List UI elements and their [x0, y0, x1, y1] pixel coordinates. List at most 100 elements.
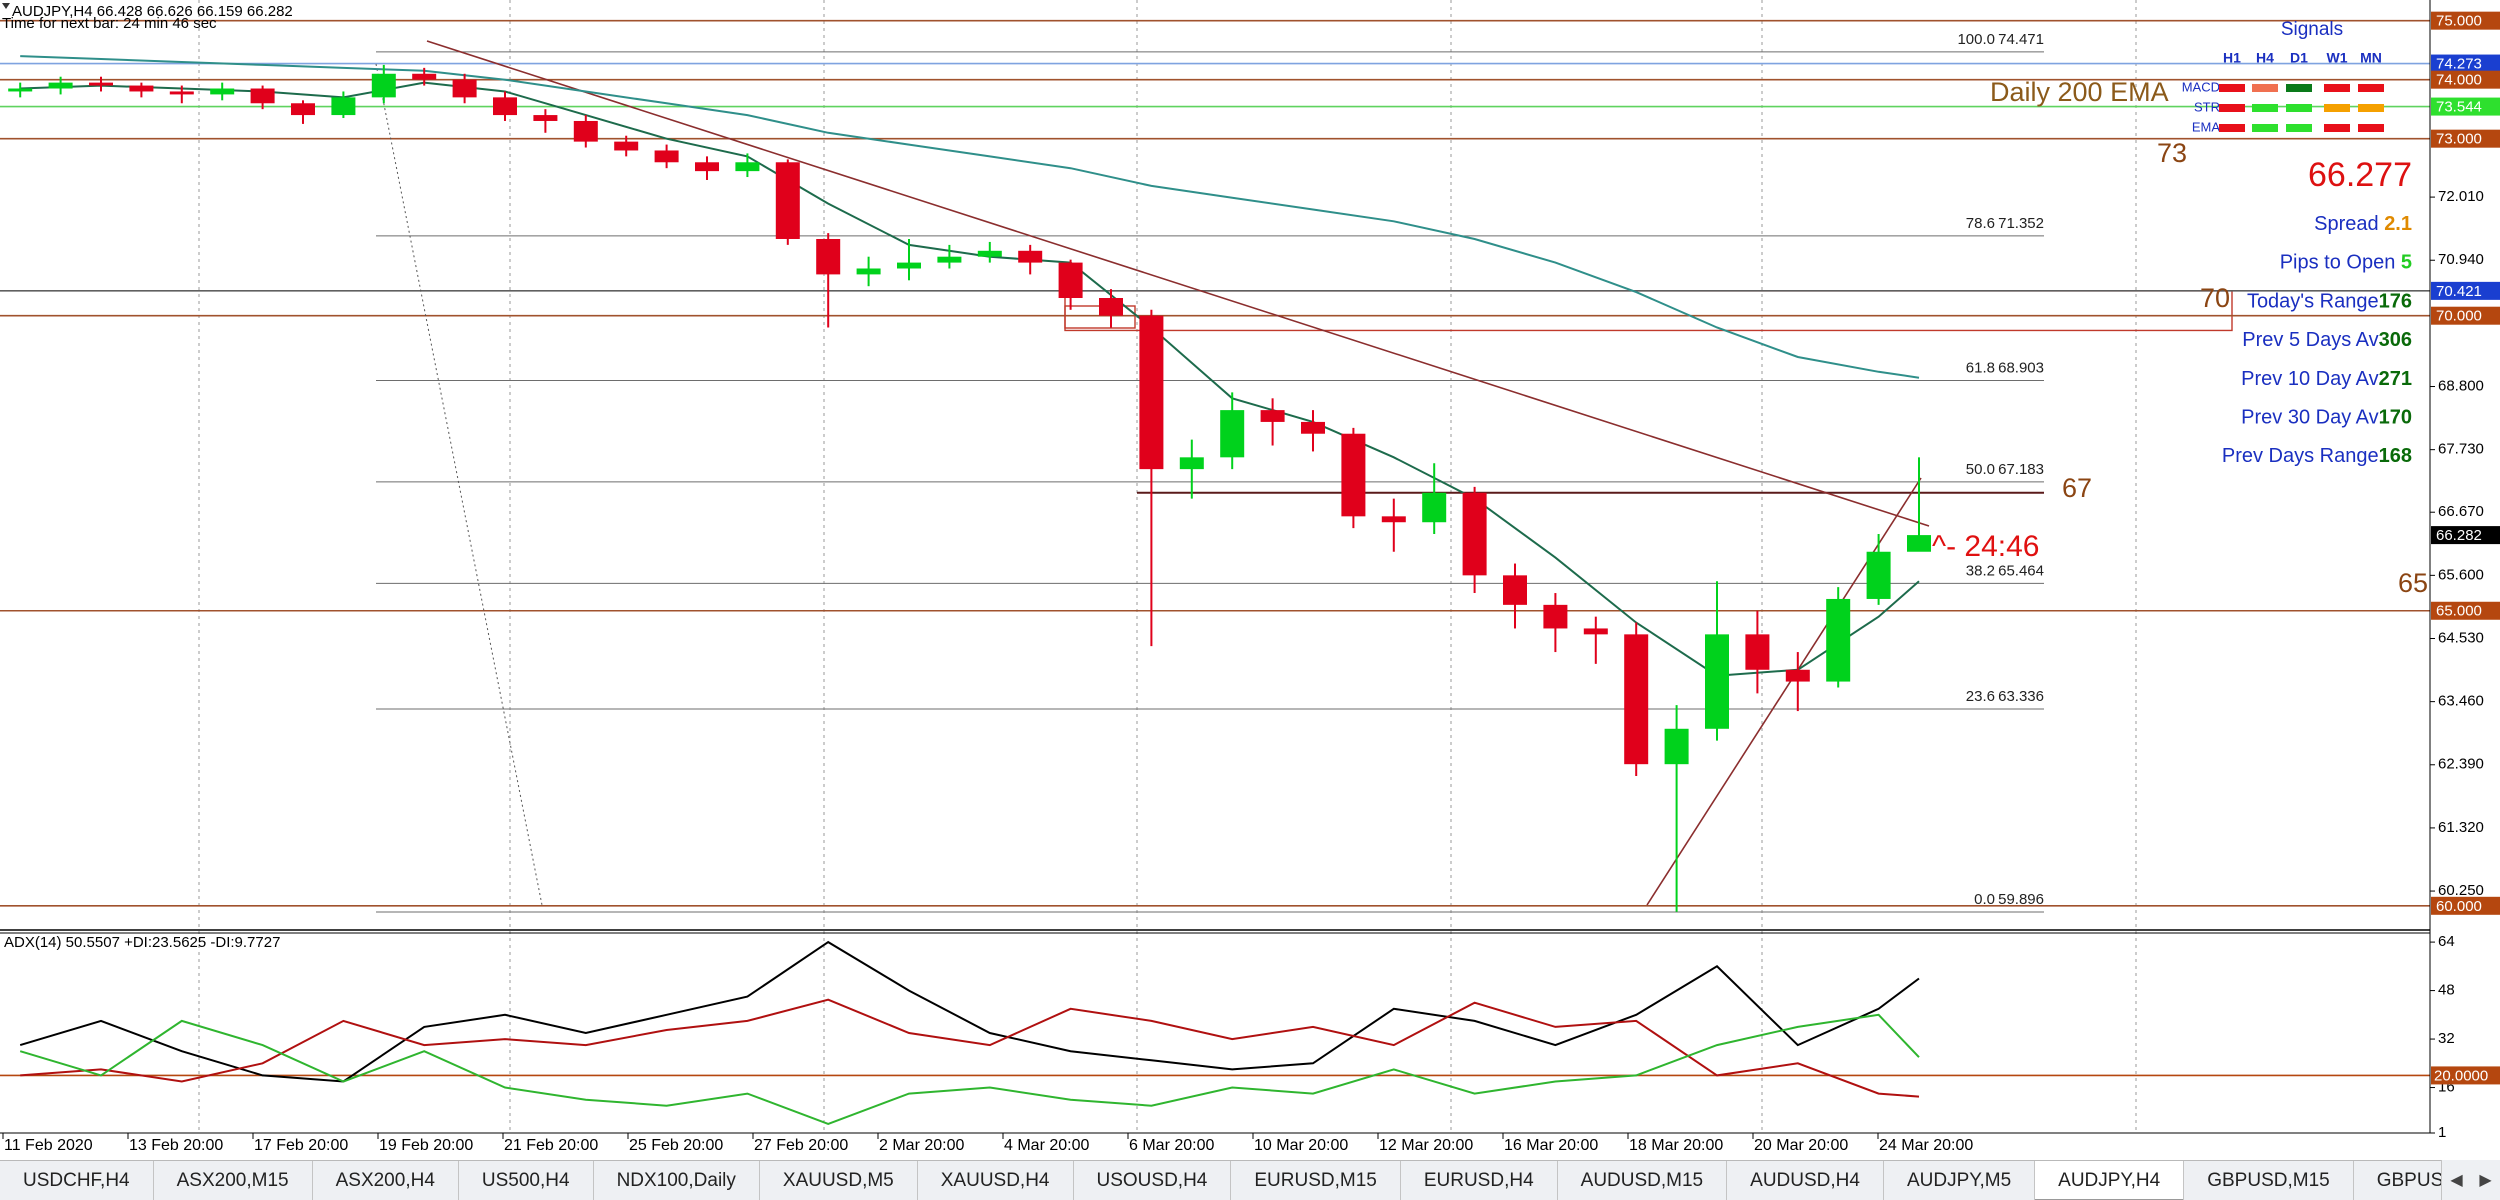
candle-body	[1583, 628, 1608, 635]
candle-body	[735, 162, 760, 172]
x-tick-label: 4 Mar 20:00	[1004, 1137, 1089, 1154]
candle-body	[169, 91, 194, 95]
candle-body	[493, 97, 517, 116]
chart-tab[interactable]: XAUUSD,H4	[918, 1161, 1074, 1200]
price-tag-label: 70.421	[2436, 283, 2482, 300]
price-tag-label: 66.282	[2436, 527, 2482, 544]
candle-body	[129, 85, 154, 92]
chart-tab[interactable]: NDX100,Daily	[594, 1161, 760, 1200]
levels-layer	[0, 19, 2430, 1077]
candle-body	[1826, 598, 1851, 682]
x-tick-label: 19 Feb 20:00	[379, 1137, 473, 1154]
candle-body	[210, 88, 235, 95]
info-row: Prev 30 Day Av170	[2241, 407, 2412, 429]
level-label: 73	[2157, 138, 2187, 168]
chart-tab[interactable]: USOUSD,H4	[1074, 1161, 1232, 1200]
signals-row-label: MACD	[2182, 79, 2220, 94]
candle-body	[371, 73, 396, 98]
chart-tab[interactable]: XAUUSD,M5	[760, 1161, 918, 1200]
symbol-line: AUDJPY,H4 66.428 66.626 66.159 66.282	[12, 3, 293, 20]
y-tick-label: 67.730	[2438, 441, 2484, 458]
info-row: Pips to Open 5	[2280, 252, 2412, 274]
price-tag-label: 74.273	[2436, 56, 2482, 73]
price-tag-label: 20.0000	[2434, 1067, 2488, 1084]
tab-scroll: ◀ ▶	[2441, 1160, 2500, 1200]
x-tick-label: 24 Mar 20:00	[1879, 1137, 1973, 1154]
chart-tab[interactable]: US500,H4	[459, 1161, 594, 1200]
chart-tab[interactable]: GBPUSD,M15	[2184, 1161, 2354, 1200]
candle-body	[1058, 262, 1083, 299]
signal-cell	[2286, 124, 2312, 132]
tab-bar: USDCHF,H4 ASX200,M15 ASX200,H4 US500,H4 NDX1…	[0, 1160, 2500, 1200]
chart-tab[interactable]: ASX200,H4	[313, 1161, 459, 1200]
trendline	[426, 40, 1930, 527]
x-tick-label: 2 Mar 20:00	[879, 1137, 964, 1154]
price-tag-label: 73.544	[2436, 99, 2482, 116]
scroll-left[interactable]: ◀	[2450, 1172, 2463, 1189]
fib-price: 68.903	[1998, 359, 2044, 376]
candle-body	[250, 88, 275, 104]
info-label: Prev 5 Days Av	[2242, 329, 2378, 351]
chart-tab[interactable]: AUDUSD,H4	[1727, 1161, 1884, 1200]
bar-timer: Time for next bar: 24 min 46 sec	[2, 15, 217, 32]
chart-tab[interactable]: USDCHF,H4	[0, 1161, 154, 1200]
y-tick-label: 48	[2438, 982, 2455, 999]
x-tick-label: 16 Mar 20:00	[1504, 1137, 1598, 1154]
signal-cell	[2324, 104, 2350, 112]
info-label: Today's Range	[2247, 291, 2379, 313]
signal-cell	[2358, 84, 2384, 92]
chart-tab[interactable]: AUDJPY,M5	[1884, 1161, 2036, 1200]
price-tag	[2431, 97, 2500, 116]
chart-tab[interactable]: AUDUSD,M15	[1558, 1161, 1728, 1200]
signals-column: W1	[2327, 50, 2348, 66]
fib-level: 61.8	[1966, 359, 1995, 376]
info-row: Spread 2.1	[2314, 213, 2412, 235]
scroll-right[interactable]: ▶	[2479, 1172, 2492, 1189]
candle-body	[573, 120, 598, 142]
info-row: Prev 10 Day Av271	[2241, 368, 2412, 390]
candle-body	[1745, 634, 1770, 670]
info-row: Prev 5 Days Av306	[2242, 329, 2412, 351]
candle-body	[533, 115, 558, 121]
candle-body	[1785, 669, 1810, 682]
candle-body	[48, 82, 73, 89]
signals-row-label: EMA	[2192, 119, 2221, 134]
level-label: 65	[2398, 568, 2428, 598]
price-tag	[2431, 129, 2500, 148]
price-tag	[2431, 11, 2500, 30]
signal-cell	[2219, 104, 2245, 112]
candle-body	[775, 162, 800, 239]
background	[0, 0, 2500, 1160]
y-tick-label: 1	[2438, 1124, 2446, 1141]
fib-price: 59.896	[1998, 891, 2044, 908]
candle-body	[1301, 421, 1325, 434]
info-value: 168	[2379, 445, 2412, 467]
y-tick-label: 61.320	[2438, 819, 2484, 836]
candle-body	[1220, 410, 1245, 458]
chart-tab[interactable]: AUDJPY,H4	[2035, 1161, 2185, 1200]
candle-body	[654, 150, 679, 163]
info-label: Prev 30 Day Av	[2241, 407, 2378, 429]
chart-tab[interactable]: EURUSD,H4	[1401, 1161, 1558, 1200]
chart-tab[interactable]: EURUSD,M15	[1231, 1161, 1401, 1200]
fib-level: 50.0	[1966, 461, 1995, 478]
price-tag-label: 70.000	[2436, 308, 2482, 325]
x-tick-label: 27 Feb 20:00	[754, 1137, 848, 1154]
candle-body	[1099, 298, 1123, 316]
signal-cell	[2252, 124, 2278, 132]
candle-body	[1139, 315, 1164, 470]
candle-body	[897, 262, 921, 269]
signal-cell	[2252, 104, 2278, 112]
candle-body	[695, 162, 719, 172]
fib-level: 38.2	[1966, 562, 1995, 579]
candle-body	[1705, 634, 1729, 729]
x-tick-label: 17 Feb 20:00	[254, 1137, 348, 1154]
y-tick-label: 66.670	[2438, 503, 2484, 520]
price-tag	[2431, 1066, 2500, 1085]
chart-tab[interactable]: ASX200,M15	[154, 1161, 313, 1200]
signal-cell	[2324, 84, 2350, 92]
price-tag-label: 60.000	[2436, 898, 2482, 915]
price-tag-label: 75.000	[2436, 13, 2482, 30]
signals-column: H1	[2223, 50, 2241, 66]
fib-level: 78.6	[1966, 215, 1995, 232]
